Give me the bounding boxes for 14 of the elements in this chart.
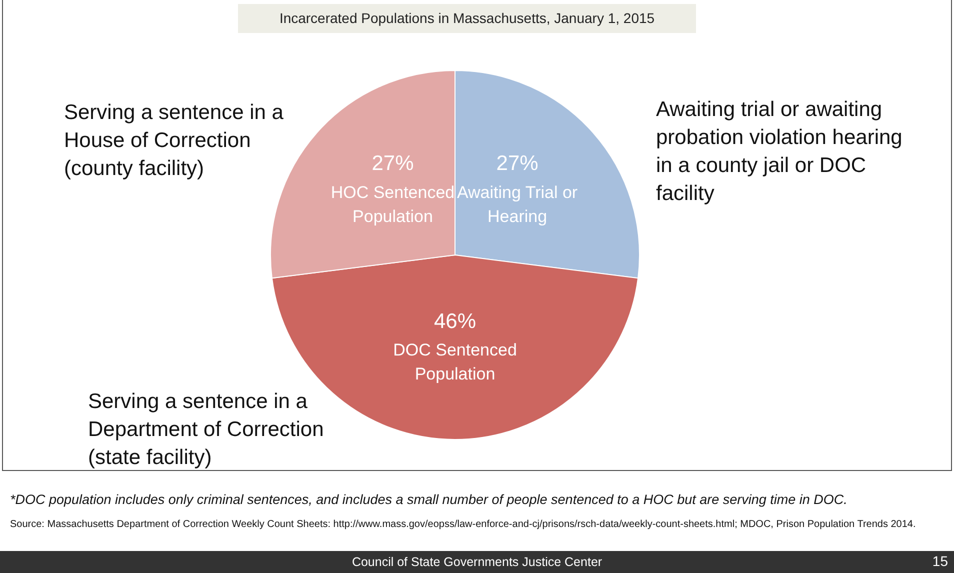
text: 15 [932,553,948,569]
data-label: 46% [434,310,476,333]
source-note: Source: Massachusetts Department of Correction Weekly Count Sheets: http://www.mass.gov/eopss/law-enforce-and-cj/prisons/rsch-data/weekly-count-sheets.html; MDOC, Prison Population Trends 2014. [10,519,917,531]
slice-label: HOC Sentenced Population [330,182,455,226]
text: Council of State Governments Justice Center [352,555,602,569]
text: *DOC population includes only criminal sentences, and includes a small number of people sentenced to a HOC but are serving time in DOC. [10,492,848,507]
text: Awaiting trial or awaiting probation violation hearing in a county jail or DOC facility [656,97,904,207]
chart-title: Incarcerated Populations in Massachusetts, January 1, 2015 [238,4,696,33]
data-label: 27% [372,152,414,175]
text: Serving a sentence in a Department of Correction (state facility) [88,389,325,471]
slice-label: DOC Sentenced Population [393,340,517,384]
data-label: 27% [496,152,538,175]
slice-label: Awaiting Trial or Hearing [456,182,578,226]
text: Serving a sentence in a House of Correction (county facility) [64,100,284,182]
